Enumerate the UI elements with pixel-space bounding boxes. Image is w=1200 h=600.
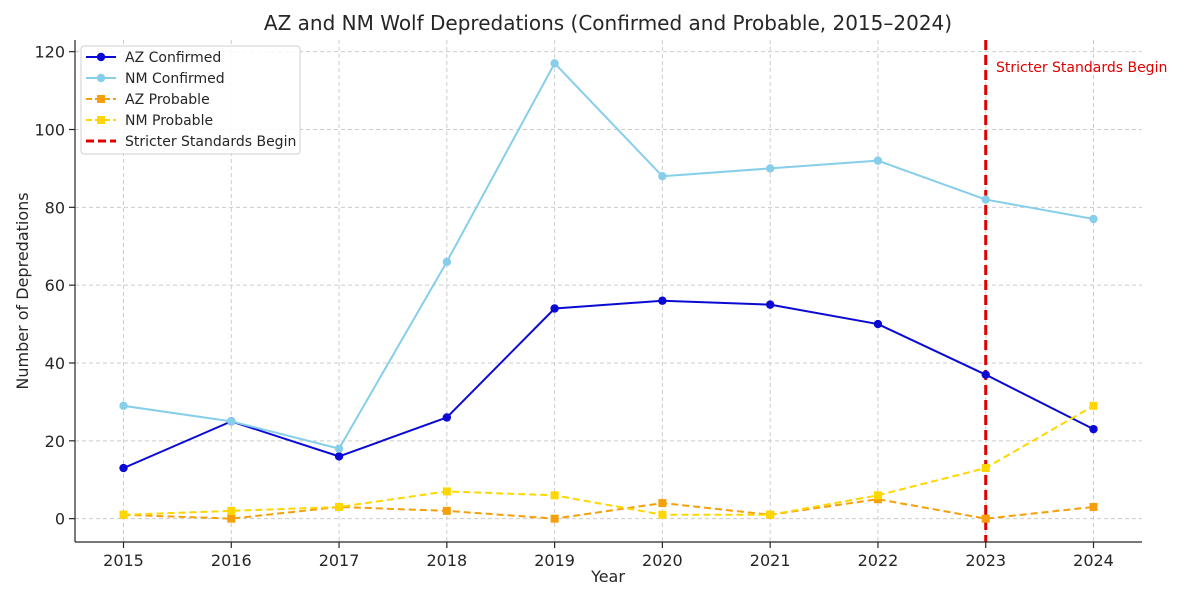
y-tick-label: 20 (45, 432, 65, 451)
data-point (981, 195, 990, 204)
series-line (123, 299, 1094, 469)
x-tick-label: 2023 (965, 551, 1006, 570)
x-tick-label: 2015 (103, 551, 144, 570)
series-line (123, 404, 1095, 516)
legend-entry-label: AZ Confirmed (125, 50, 221, 66)
threshold-annotation: Stricter Standards Begin (996, 60, 1167, 76)
data-point (550, 59, 559, 68)
chart-title: AZ and NM Wolf Depredations (Confirmed a… (264, 11, 952, 35)
data-point (334, 452, 344, 461)
data-point (765, 300, 775, 309)
x-tick-label: 2024 (1073, 551, 1114, 570)
data-point (119, 510, 128, 519)
data-point (981, 464, 990, 473)
data-point (658, 499, 667, 508)
legend-marker (97, 95, 105, 103)
data-point (550, 491, 559, 500)
data-point (765, 164, 775, 173)
legend-marker (97, 116, 105, 124)
data-point (873, 156, 883, 165)
data-point (227, 506, 236, 515)
x-tick-label: 2020 (642, 551, 683, 570)
data-point (873, 491, 882, 500)
y-tick-label: 0 (55, 510, 65, 529)
legend-marker (96, 52, 106, 62)
data-point (442, 257, 452, 267)
series-layer (119, 59, 1098, 523)
data-point (766, 510, 775, 519)
legend: AZ Confirmed NM Confirmed AZ Probable NM Pr… (80, 45, 301, 155)
data-point (658, 172, 667, 181)
ticks: 2015 2016 2017 2018 2019 2020 2021 2022 2023 2024… (34, 43, 1113, 570)
series-line (123, 498, 1094, 520)
y-tick-label: 60 (45, 276, 65, 295)
y-tick-label: 100 (34, 121, 65, 140)
data-point (658, 510, 667, 519)
x-axis-label: Year (590, 567, 625, 586)
data-point (550, 304, 559, 313)
data-point (334, 444, 344, 453)
data-point (1089, 424, 1098, 434)
y-tick-label: 40 (45, 354, 65, 373)
data-point (335, 502, 344, 511)
legend-entry-label: Stricter Standards Begin (125, 134, 296, 150)
y-tick-label: 120 (34, 43, 65, 62)
x-tick-label: 2017 (319, 551, 360, 570)
y-axis-label: Number of Depredations (13, 192, 32, 389)
data-point (119, 401, 128, 410)
legend-entry-label: AZ Probable (125, 92, 210, 108)
x-tick-label: 2018 (426, 551, 467, 570)
series-nm-confirmed (119, 59, 1098, 453)
data-point (981, 370, 990, 379)
data-point (442, 506, 451, 515)
data-point (1089, 502, 1098, 511)
data-point (442, 413, 452, 422)
data-point (227, 417, 236, 426)
legend-entry-label: NM Confirmed (125, 71, 225, 87)
y-tick-label: 80 (45, 198, 65, 217)
x-tick-label: 2022 (858, 551, 899, 570)
x-tick-label: 2021 (750, 551, 791, 570)
data-point (1089, 214, 1098, 224)
legend-entry-label: NM Probable (125, 113, 213, 129)
x-tick-label: 2019 (534, 551, 575, 570)
data-point (227, 514, 236, 523)
data-point (981, 514, 990, 523)
x-tick-label: 2016 (211, 551, 252, 570)
data-point (1089, 401, 1098, 410)
series-az-confirmed (119, 296, 1098, 473)
legend-box (80, 45, 301, 155)
series-line (123, 62, 1094, 450)
data-point (658, 296, 667, 305)
data-point (550, 514, 559, 523)
data-point (119, 463, 128, 473)
legend-marker (96, 73, 106, 83)
series-nm-probable (119, 401, 1098, 519)
data-point (442, 487, 451, 496)
data-point (873, 319, 883, 329)
